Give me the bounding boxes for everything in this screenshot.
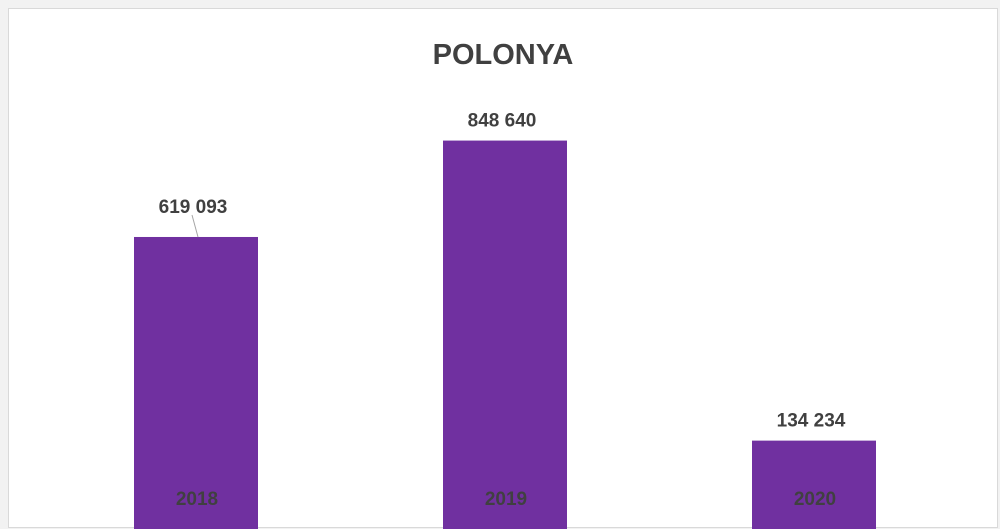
data-label-2019: 848 640 (468, 111, 537, 132)
bar-chart: 619 093 2018 848 640 2019 134 234 2020 (134, 111, 876, 529)
chart-title: POLONYA (432, 39, 574, 71)
data-label-leader-line (191, 214, 199, 238)
bar-2019 (443, 140, 567, 529)
data-label-2018: 619 093 (159, 197, 228, 218)
x-tick-label-2020: 2020 (794, 489, 836, 510)
bar-2018 (134, 236, 258, 529)
bar-2020 (752, 440, 876, 529)
x-tick-label-2019: 2019 (485, 489, 527, 510)
chart-frame: POLONYA 619 093 2018 848 640 2019 134 234 202… (8, 8, 998, 529)
data-label-2020: 134 234 (777, 411, 846, 432)
x-tick-label-2018: 2018 (176, 489, 218, 510)
